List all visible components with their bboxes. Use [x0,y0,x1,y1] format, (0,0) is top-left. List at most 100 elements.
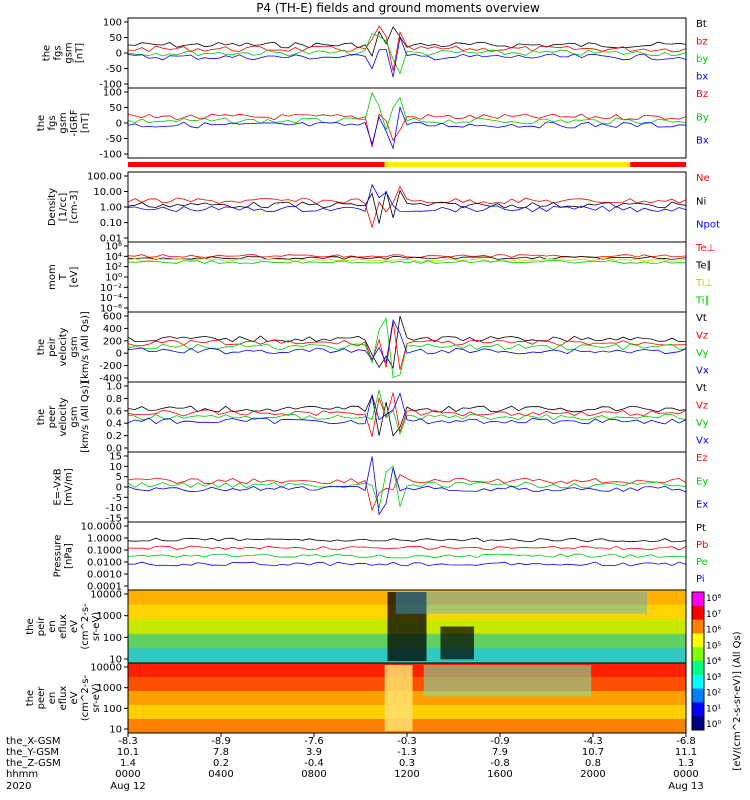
series-line-Bz [127,113,687,148]
series-line-Vz [127,392,687,437]
y-axis-label-line: Pressure [53,535,64,578]
y-axis-label-line: [nT] [75,43,86,63]
region-bar [128,162,686,167]
ephemeris-value: 0800 [301,769,326,780]
y-tick-label: 100.00 [87,172,122,183]
y-tick-label: 1.0000 [87,534,122,545]
colorbar-segment [692,647,704,662]
y-tick-label: 0 [116,349,122,360]
legend-label: Ne [696,173,710,184]
y-axis-label: the peer en eflux eV (cm^2-s-sr-eV) [25,674,102,721]
y-axis-label-line: peir [36,616,47,636]
figure-title: P4 (TH-E) fields and ground moments over… [256,1,540,15]
y-tick-label: -100 [99,80,122,91]
y-axis-label: E=-VxB [mV/m] [53,468,75,506]
y-axis-label-line: en [47,692,58,705]
ephemeris-value: -0.8 [490,758,510,769]
colorbar-tick-label: 10⁶ [706,626,721,636]
panel-2: Bz By Bx 100 50 0 -50 -100 the fgs gsm -IGRF [nT] [36,87,709,161]
legend-label: Te∥ [695,261,712,272]
ephemeris-value: 0400 [208,769,233,780]
y-axis-label-line: fgs [47,115,58,130]
y-tick-label: 0.10 [100,218,122,229]
ephemeris-value: 0000 [673,769,698,780]
spectrogram-dark-region [387,592,427,661]
y-tick-label: -100 [99,150,122,161]
y-tick-label: 1000 [97,683,122,694]
legend-label: Pt [696,523,706,534]
y-tick-label: 10⁻⁴ [100,293,122,304]
ephemeris-value: 1.4 [120,758,136,769]
colorbar-tick-label: 10⁴ [706,657,721,667]
y-axis-label-line: the [36,409,47,425]
y-tick-label: 100 [103,88,122,99]
colorbar-tick-label: 10⁵ [706,641,721,651]
y-tick-label: 10 [109,655,122,666]
legend-label: Bz [696,89,708,100]
series-line-Vz [127,321,687,371]
ephemeris-value: 3.9 [306,747,322,758]
legend-label: Pi [696,574,705,585]
series-line-Ti⊥ [127,258,687,262]
y-axis-label-line: [mV/m] [64,468,75,506]
series-line-bx [127,35,687,78]
y-tick-label: 100 [103,18,122,29]
legend-label: Vx [696,366,709,377]
y-tick-label: 100 [103,704,122,715]
ephemeris-value: 1.3 [678,758,694,769]
y-tick-label: -400 [99,374,122,385]
series-line-Bx [127,105,687,150]
ephemeris-value: -8.9 [211,736,231,747]
y-tick-label: 10² [105,262,122,273]
y-axis-label: Density [1/cc] [cm-3] [47,188,80,226]
y-tick-label: 1000 [97,611,122,622]
y-tick-label: 10 [109,725,122,736]
series-line-Vx [127,318,687,364]
ephemeris-value: Aug 13 [668,781,703,792]
series-line-Vy [127,317,687,379]
panel-frame [127,87,687,159]
ephemeris-value: -6.8 [676,736,696,747]
series-line-Pt [127,537,687,543]
colorbar-tick-label: 10⁷ [706,610,721,620]
colorbar-segment [692,688,704,703]
y-axis-label-line: (cm^2-s- [80,603,91,650]
panel-frame [127,241,687,313]
ephemeris-value: -0.9 [490,736,510,747]
y-tick-label: 0.8 [106,394,122,405]
panel-frame [127,381,687,453]
legend-label: Vz [696,401,708,412]
ephemeris-value: -0.4 [304,758,324,769]
y-tick-label: 100 [103,633,122,644]
y-tick-label: 15 [109,452,122,463]
colorbar-tick-label: 10⁸ [706,594,721,604]
ephemeris-value: 0000 [115,769,140,780]
legend-label: Ti⊥ [695,278,713,289]
colorbar-segment [692,605,704,621]
y-tick-label: -15 [106,514,122,525]
y-axis-label-line: -IGRF [69,109,80,136]
y-axis-label: the peir velocity gsm [km/s (All Qs)] [36,311,91,383]
region-bar-segment [128,162,385,167]
colorbar-segment [692,702,704,717]
y-axis-label-line: eV [69,620,80,633]
legend-label: Npot [696,220,720,231]
colorbar-tick-label: 10³ [706,673,721,683]
y-tick-label: -50 [106,134,122,145]
panel-frame [127,17,687,89]
y-tick-label: 1.0 [106,382,122,393]
region-bar-segment [384,162,631,167]
y-tick-label: 200 [103,336,122,347]
legend-label: Ey [696,476,708,487]
series-line-Pb [127,545,687,551]
series-line-By [127,91,687,132]
y-tick-label: 0.0100 [87,558,122,569]
y-tick-label: -10 [106,503,122,514]
series-line-Pi [127,561,687,567]
ephemeris-value: 7.8 [213,747,229,758]
legend-label: Vt [696,383,707,394]
colorbar-tick-label: 10² [706,689,721,699]
y-axis-label: Pressure [nPa] [53,535,75,578]
y-axis-label-line: the [36,339,47,355]
